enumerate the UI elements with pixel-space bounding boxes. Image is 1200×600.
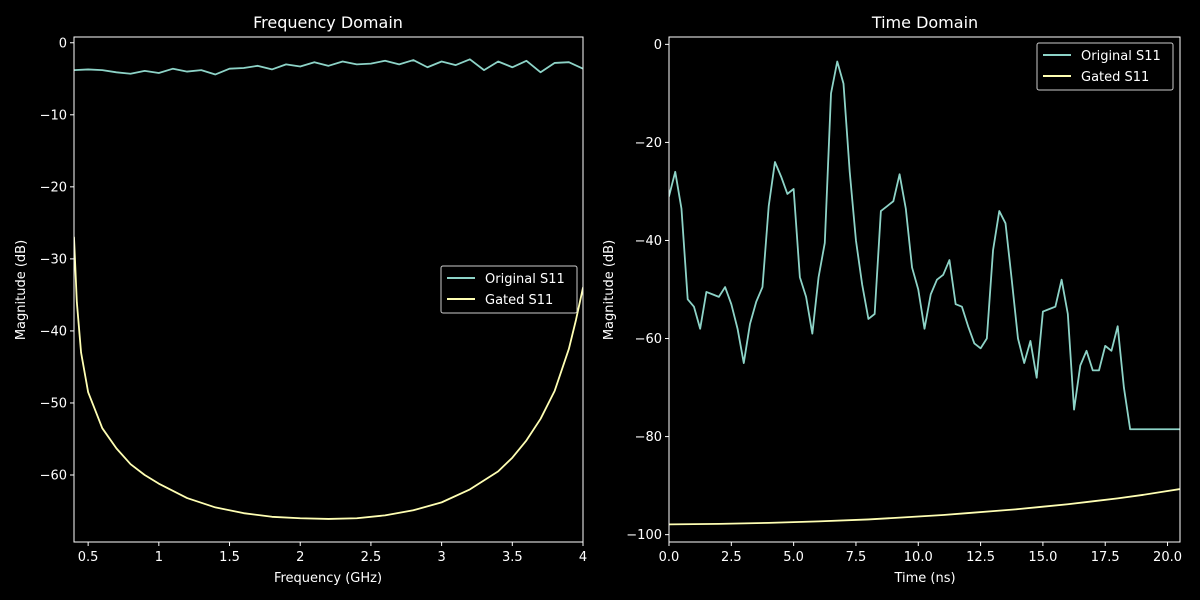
y-tick-label: −60 (635, 332, 662, 347)
x-tick-label: 2.5 (361, 550, 382, 565)
series-line-gated-s11 (74, 236, 583, 520)
y-axis-label: Magnitude (dB) (602, 240, 617, 340)
x-tick-label: 7.5 (846, 550, 867, 565)
x-axis-ticks: 0.0 2.5 5.0 7.5 10.0 12.5 15.0 17.5 20.0 (659, 542, 1182, 565)
x-tick-label: 10.0 (904, 550, 933, 565)
y-tick-label: −60 (40, 469, 67, 484)
x-axis-label: Time (ns) (893, 571, 955, 586)
x-tick-label: 3.5 (502, 550, 523, 565)
x-tick-label: 2.5 (721, 550, 742, 565)
series-line-original-s11 (669, 60, 1180, 431)
y-axis-label: Magnitude (dB) (14, 240, 29, 340)
x-tick-label: 4 (579, 550, 587, 565)
legend-label-gated: Gated S11 (485, 293, 553, 308)
axes-frame (668, 36, 1181, 543)
legend-label-original: Original S11 (485, 272, 565, 287)
x-tick-label: 2 (296, 550, 304, 565)
x-tick-label: 17.5 (1091, 550, 1120, 565)
x-tick-label: 12.5 (966, 550, 995, 565)
series-line-gated-s11 (669, 488, 1180, 526)
y-axis-ticks: 0 −10 −20 −30 −40 −50 −60 (40, 36, 74, 484)
x-axis-label: Frequency (GHz) (274, 571, 382, 586)
y-tick-label: −100 (626, 528, 662, 543)
y-tick-label: −40 (40, 324, 67, 339)
y-tick-label: −20 (40, 180, 67, 195)
chart-title: Time Domain (871, 13, 978, 32)
plot-area (74, 58, 583, 520)
y-axis-ticks: 0 −20 −40 −60 −80 −100 (626, 38, 669, 543)
chart-title: Frequency Domain (253, 13, 403, 32)
plot-area (669, 60, 1180, 526)
y-tick-label: −10 (40, 108, 67, 123)
legend-label-original: Original S11 (1081, 49, 1161, 64)
y-tick-label: 0 (654, 38, 662, 53)
x-tick-label: 20.0 (1153, 550, 1182, 565)
y-tick-label: −40 (635, 234, 662, 249)
y-tick-label: −80 (635, 430, 662, 445)
x-axis-ticks: 0.5 1 1.5 2 2.5 3 3.5 4 (78, 542, 587, 565)
x-tick-label: 1 (155, 550, 163, 565)
time-domain-panel: Time Domain 0.0 2.5 5.0 7.5 10.0 12.5 15.0 17.5… (602, 13, 1182, 586)
x-tick-label: 0.5 (78, 550, 99, 565)
frequency-domain-panel: Frequency Domain 0.5 1 1.5 2 2.5 3 3.5 4 0 −10 −2… (14, 13, 587, 586)
y-tick-label: −30 (40, 252, 67, 267)
legend: Original S11 Gated S11 (440, 265, 578, 314)
x-tick-label: 15.0 (1028, 550, 1057, 565)
y-tick-label: −50 (40, 396, 67, 411)
x-tick-label: 3 (437, 550, 445, 565)
legend: Original S11 Gated S11 (1036, 42, 1174, 91)
y-tick-label: 0 (59, 36, 67, 51)
legend-label-gated: Gated S11 (1081, 70, 1149, 85)
x-tick-label: 1.5 (219, 550, 240, 565)
y-tick-label: −20 (635, 136, 662, 151)
x-tick-label: 5.0 (783, 550, 804, 565)
series-line-original-s11 (74, 58, 583, 76)
axes-frame (73, 36, 584, 543)
x-tick-label: 0.0 (659, 550, 680, 565)
